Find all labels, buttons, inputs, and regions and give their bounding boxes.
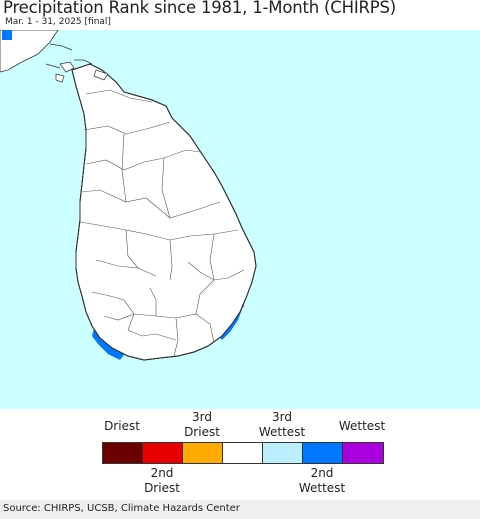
legend-label-2nd-driest: 2nd Driest [144,466,180,495]
legend-swatch-2nd-wettest [303,443,343,463]
map-title: Precipitation Rank since 1981, 1-Month (… [3,0,397,17]
date-range: Mar. 1 - 31, 2025 [final] [5,17,111,27]
legend-swatch-2nd-driest [143,443,183,463]
legend-swatch-wettest [343,443,383,463]
legend-label-driest: Driest [104,419,140,433]
sri-lanka-coastline [71,63,257,361]
legend-label-3rd-wettest: 3rd Wettest [258,410,306,439]
legend-label-3rd-driest: 3rd Driest [184,410,220,439]
district-boundaries [79,89,245,357]
legend-color-bar [102,442,384,464]
legend-swatch-normal [223,443,263,463]
india-coast-islands [45,43,93,69]
legend-swatch-3rd-wettest [263,443,303,463]
legend-swatch-3rd-driest [183,443,223,463]
source-credit: Source: CHIRPS, UCSB, Climate Hazards Ce… [3,503,240,514]
india-landmass [0,30,59,73]
jaffna-islands [55,61,109,83]
ocean [0,30,480,409]
india-wet-cell [2,30,12,40]
legend-swatch-driest [103,443,143,463]
legend-label-2nd-wettest: 2nd Wettest [298,466,346,495]
rank-map [0,30,480,409]
footer: Source: CHIRPS, UCSB, Climate Hazards Ce… [0,500,480,519]
legend-label-wettest: Wettest [338,419,386,433]
